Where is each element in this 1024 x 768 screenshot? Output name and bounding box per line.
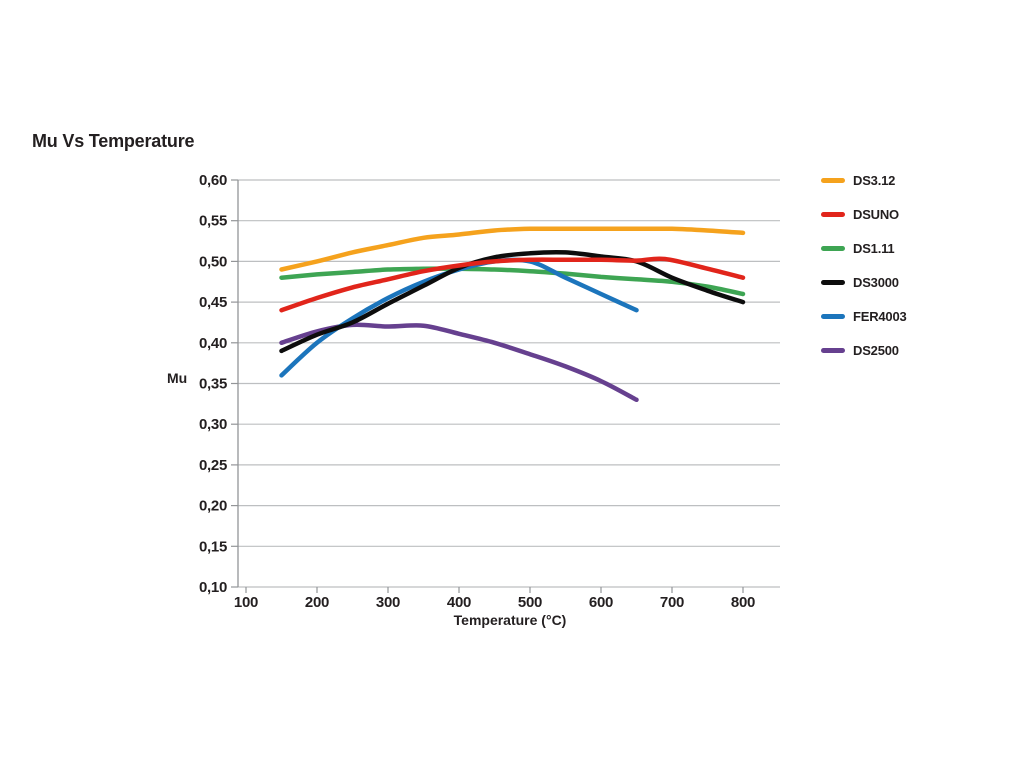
series-line-DS3000: [279, 249, 746, 354]
legend-label: FER4003: [853, 309, 907, 324]
y-tick-label: 0,35: [199, 376, 227, 393]
series-line-DSUNO: [279, 256, 746, 313]
legend-item-DSUNO: DSUNO: [821, 207, 907, 222]
x-tick-label: 200: [305, 594, 329, 611]
x-tick-label: 400: [447, 594, 471, 611]
y-tick-label: 0,55: [199, 213, 227, 230]
x-axis-label: Temperature (°C): [453, 612, 567, 628]
legend-label: DS3000: [853, 275, 899, 290]
legend-swatch-icon: [821, 178, 845, 183]
legend-item-DS3.12: DS3.12: [821, 173, 907, 188]
x-tick-label: 600: [589, 594, 613, 611]
y-tick-label: 0,30: [199, 416, 227, 433]
y-tick-label: 0,60: [199, 172, 227, 189]
legend-item-FER4003: FER4003: [821, 309, 907, 324]
x-tick-label: 800: [731, 594, 755, 611]
legend-swatch-icon: [821, 280, 845, 285]
series-line-DS2500: [279, 322, 639, 403]
legend: DS3.12 DSUNO DS1.11 DS3000 FER4003 DS2500: [821, 173, 907, 358]
series-line-DS1.11: [279, 266, 746, 297]
legend-swatch-icon: [821, 246, 845, 251]
x-tick-label: 100: [234, 594, 258, 611]
legend-swatch-icon: [821, 314, 845, 319]
legend-item-DS2500: DS2500: [821, 343, 907, 358]
y-tick-label: 0,25: [199, 457, 227, 474]
y-tick-label: 0,15: [199, 538, 227, 555]
y-tick-label: 0,40: [199, 335, 227, 352]
legend-swatch-icon: [821, 348, 845, 353]
x-tick-label: 300: [376, 594, 400, 611]
y-tick-label: 0,20: [199, 498, 227, 515]
x-tick-label: 500: [518, 594, 542, 611]
legend-label: DSUNO: [853, 207, 899, 222]
legend-label: DS2500: [853, 343, 899, 358]
legend-swatch-icon: [821, 212, 845, 217]
y-axis-label: Mu: [167, 370, 188, 386]
x-tick-label: 700: [660, 594, 684, 611]
legend-label: DS3.12: [853, 173, 896, 188]
y-tick-label: 0,50: [199, 253, 227, 270]
y-tick-label: 0,45: [199, 294, 227, 311]
legend-item-DS3000: DS3000: [821, 275, 907, 290]
y-tick-label: 0,10: [199, 579, 227, 596]
chart-title: Mu Vs Temperature: [32, 131, 195, 151]
series-line-DS3.12: [279, 226, 746, 272]
legend-item-DS1.11: DS1.11: [821, 241, 907, 256]
legend-label: DS1.11: [853, 241, 895, 256]
